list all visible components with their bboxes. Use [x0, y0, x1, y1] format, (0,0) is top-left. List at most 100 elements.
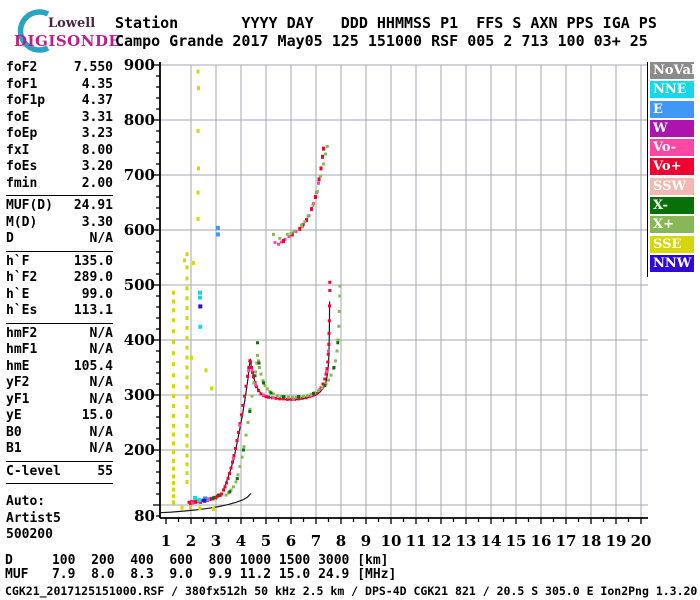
svg-text:200: 200: [124, 441, 155, 459]
svg-text:13: 13: [456, 532, 477, 550]
panel-separator: [6, 322, 113, 324]
param-row-hmF2: hmF2 N/A: [6, 326, 113, 343]
svg-text:9: 9: [361, 532, 371, 550]
param-label: yE: [6, 408, 22, 423]
svg-text:8: 8: [336, 532, 346, 550]
svg-text:300: 300: [124, 386, 155, 404]
param-label: yF1: [6, 391, 30, 407]
param-row-foF1: foF1 4.35: [6, 77, 113, 94]
distance-row: D 100 200 400 600 800 1000 1500 3000 [km…: [5, 553, 389, 568]
param-row-M(D): M(D) 3.30: [6, 215, 113, 232]
svg-text:20: 20: [631, 532, 652, 550]
param-value: 3.30: [81, 214, 113, 230]
status-line: CGK21_2017125151000.RSF / 380fx512h 50 k…: [5, 584, 698, 598]
param-label: D: [6, 231, 14, 246]
svg-text:1: 1: [161, 532, 171, 550]
parameter-panel: foF2 7.550 foF1 4.35 foF1p 4.37 foE 3.31 foEp 3.2…: [6, 60, 113, 544]
param-value: 105.4: [73, 358, 113, 374]
svg-text:18: 18: [581, 532, 602, 550]
param-label: foF1: [6, 76, 38, 92]
param-label: fmin: [6, 175, 38, 191]
param-row-yF1: yF1 N/A: [6, 392, 113, 409]
series-scatter-cyan: [193, 290, 203, 503]
param-label: B1: [6, 441, 22, 456]
param-row-D: D N/A: [6, 231, 113, 248]
svg-text:600: 600: [124, 221, 155, 239]
svg-text:17: 17: [556, 532, 577, 550]
series-O-mode-F-trace: [222, 280, 332, 492]
param-value: N/A: [89, 231, 113, 246]
param-label: h`E: [6, 286, 30, 302]
param-value: 3.23: [81, 126, 113, 141]
muf-row: MUF 7.9 8.0 8.3 9.0 9.9 11.2 15.0 24.9 […: [5, 567, 397, 582]
panel-footer-line: 500200: [6, 527, 53, 542]
param-value: 2.00: [81, 175, 113, 191]
series-second-hop-red: [282, 146, 325, 243]
param-label: hmF2: [6, 325, 38, 341]
param-label: foEs: [6, 159, 38, 174]
param-label: foE: [6, 109, 30, 125]
param-label: fxI: [6, 142, 30, 158]
header-values-line: Campo Grande 2017 May05 125 151000 RSF 0…: [115, 32, 648, 50]
svg-text:16: 16: [531, 532, 552, 550]
svg-text:15: 15: [506, 532, 527, 550]
series-X-mode-trace: [224, 284, 342, 497]
param-label: h`F2: [6, 270, 38, 285]
svg-text:10: 10: [381, 532, 402, 550]
legend-item-NNW: NNW: [650, 254, 694, 272]
param-row-foEs: foEs 3.20: [6, 159, 113, 176]
param-row-C-level: C-level 55: [6, 464, 113, 481]
param-row-h`F2: h`F2 289.0: [6, 270, 113, 287]
param-label: B0: [6, 424, 22, 440]
param-value: 3.20: [81, 159, 113, 174]
param-value: 55: [97, 463, 113, 479]
legend-divider: [647, 62, 648, 277]
legend-item-W: W: [650, 119, 694, 137]
svg-text:11: 11: [406, 532, 427, 550]
legend-item-Vo-: Vo-: [650, 139, 694, 157]
param-row-B0: B0 N/A: [6, 425, 113, 442]
param-row-foE: foE 3.31: [6, 110, 113, 127]
digisonde-logo: Lowell DIGISONDE: [6, 4, 120, 56]
param-row-foF1p: foF1p 4.37: [6, 93, 113, 110]
param-label: foF1p: [6, 93, 46, 108]
series-interference-yellow: [172, 69, 215, 511]
panel-separator: [6, 195, 113, 196]
param-value: 7.550: [73, 60, 113, 75]
series-scatter-blue: [203, 225, 220, 503]
param-row-h`F: h`F 135.0: [6, 254, 113, 271]
panel-separator: [6, 250, 113, 252]
legend-item-NoVal: NoVal: [650, 62, 696, 79]
param-row-hmE: hmE 105.4: [6, 359, 113, 376]
param-row-h`E: h`E 99.0: [6, 287, 113, 304]
param-value: 24.91: [73, 198, 113, 213]
param-row-yE: yE 15.0: [6, 408, 113, 425]
svg-text:4: 4: [236, 532, 246, 550]
param-row-foF2: foF2 7.550: [6, 60, 113, 77]
series-second-hop-pink: [273, 181, 320, 246]
echo-direction-legend: NoVal NNE E W Vo- Vo+ SSW X- X+ SSE NNW: [650, 62, 696, 272]
svg-text:5: 5: [261, 532, 271, 550]
param-row-B1: B1 N/A: [6, 441, 113, 458]
svg-text:700: 700: [124, 166, 155, 184]
series-second-hop-green: [272, 144, 329, 240]
series-X-mode-dark-echoes: [212, 341, 340, 500]
series-scatter-navy: [198, 304, 207, 503]
legend-item-SSE: SSE: [650, 235, 694, 253]
param-row-fxI: fxI 8.00: [6, 143, 113, 160]
param-label: hmF1: [6, 342, 38, 357]
param-value: 135.0: [73, 253, 113, 269]
param-value: N/A: [89, 391, 113, 407]
svg-text:12: 12: [431, 532, 452, 550]
param-value: 4.37: [81, 93, 113, 108]
param-label: h`Es: [6, 303, 38, 318]
svg-text:3: 3: [211, 532, 221, 550]
svg-text:7: 7: [311, 532, 321, 550]
svg-text:6: 6: [286, 532, 296, 550]
svg-text:2: 2: [186, 532, 196, 550]
param-row-yF2: yF2 N/A: [6, 375, 113, 392]
param-label: MUF(D): [6, 198, 53, 213]
axis-ticks: [153, 64, 642, 524]
svg-text:14: 14: [481, 532, 502, 550]
